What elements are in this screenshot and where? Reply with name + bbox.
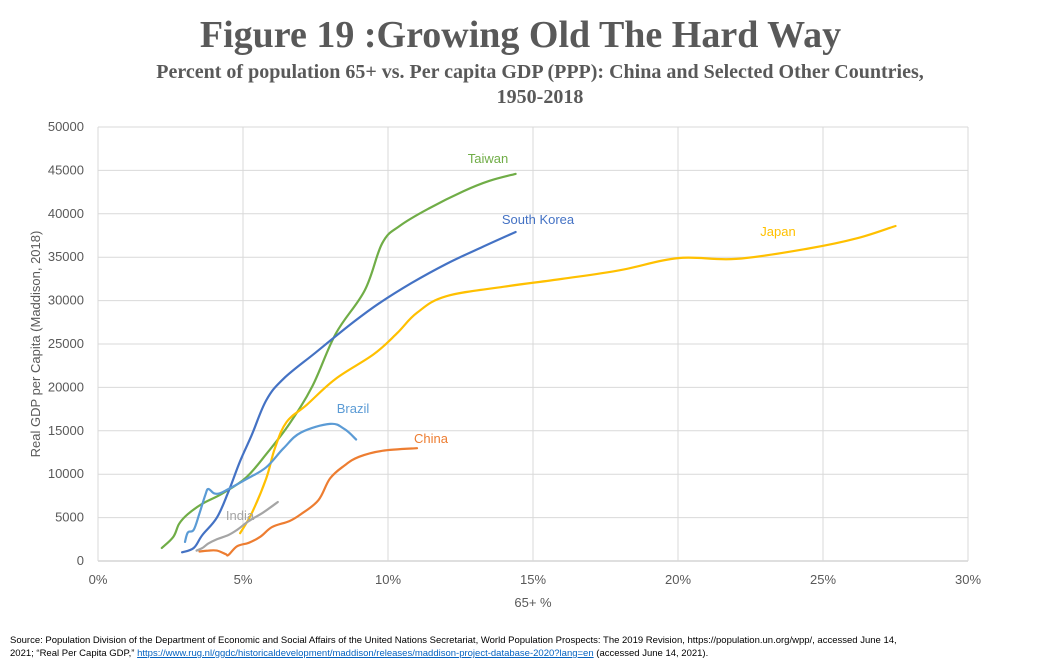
- x-axis-title: 65+ %: [514, 595, 552, 610]
- china-series-line: [198, 447, 419, 557]
- y-tick-label: 0: [77, 553, 84, 568]
- x-tick-label: 25%: [810, 572, 836, 587]
- x-tick-label: 0%: [89, 572, 108, 587]
- japan-series-line: [239, 224, 897, 535]
- taiwan-series-label: Taiwan: [468, 151, 508, 166]
- x-tick-label: 15%: [520, 572, 546, 587]
- gridlines: [97, 126, 969, 562]
- india-series-label: India: [226, 508, 255, 523]
- source-text-3: (accessed June 14, 2021).: [596, 648, 709, 659]
- brazil-series-label: Brazil: [337, 401, 370, 416]
- source-note: Source: Population Division of the Depar…: [10, 634, 1030, 660]
- x-tick-label: 10%: [375, 572, 401, 587]
- y-tick-label: 20000: [48, 379, 84, 394]
- line-chart: 0 5000 10000 15000 20000 25000 30000 35000 40000…: [28, 119, 982, 610]
- y-tick-label: 10000: [48, 466, 84, 481]
- india-series-line: [195, 500, 279, 552]
- x-tick-label: 5%: [234, 572, 253, 587]
- y-tick-label: 40000: [48, 206, 84, 221]
- taiwan-series-line: [160, 172, 517, 550]
- source-text-2: 2021; “Real Per Capita GDP,”: [10, 648, 135, 659]
- y-tick-label: 25000: [48, 336, 84, 351]
- y-tick-label: 15000: [48, 423, 84, 438]
- x-axis-ticks: 0% 5% 10% 15% 20% 25% 30%: [89, 572, 982, 587]
- brazil-series-line: [183, 422, 358, 543]
- series-labels: Taiwan South Korea Japan Brazil China India: [226, 151, 796, 523]
- chart-title: Figure 19 :Growing Old The Hard Way: [199, 14, 842, 56]
- series-lines: [160, 172, 897, 557]
- source-link[interactable]: https://www.rug.nl/ggdc/historicaldevelo…: [137, 648, 594, 659]
- y-axis-title: Real GDP per Capita (Maddison, 2018): [28, 231, 43, 458]
- china-series-label: China: [414, 431, 449, 446]
- chart-subtitle: Percent of population 65+ vs. Per capita…: [156, 61, 924, 108]
- y-axis-ticks: 0 5000 10000 15000 20000 25000 30000 35000 40000…: [48, 119, 84, 568]
- y-tick-label: 50000: [48, 119, 84, 134]
- x-tick-label: 30%: [955, 572, 981, 587]
- y-tick-label: 35000: [48, 249, 84, 264]
- x-tick-label: 20%: [665, 572, 691, 587]
- y-tick-label: 30000: [48, 293, 84, 308]
- south-korea-series-line: [181, 230, 517, 554]
- south-korea-series-label: South Korea: [502, 212, 575, 227]
- japan-series-label: Japan: [760, 224, 795, 239]
- y-tick-label: 5000: [55, 510, 84, 525]
- y-tick-label: 45000: [48, 162, 84, 177]
- source-text-1: Source: Population Division of the Depar…: [10, 635, 897, 646]
